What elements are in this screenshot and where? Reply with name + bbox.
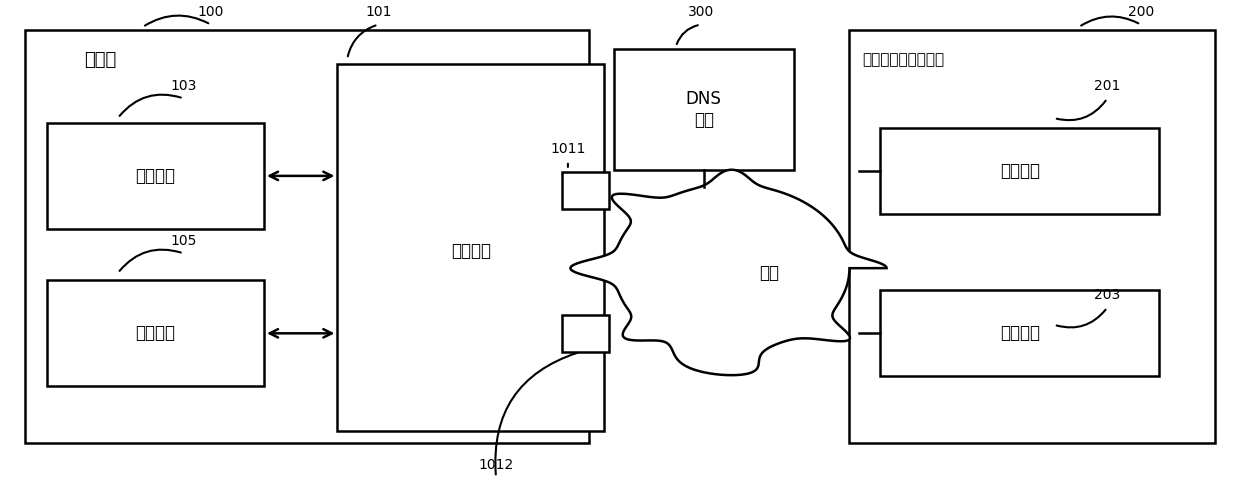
Text: 101: 101 [365,5,392,19]
Bar [849,30,1215,443]
Bar [880,128,1159,214]
Text: 300: 300 [687,5,714,19]
Bar [25,30,589,443]
Text: 公有云: 公有云 [84,51,117,69]
Text: 第一集群: 第一集群 [135,167,176,185]
Text: 管控中心: 管控中心 [451,242,491,260]
Bar [47,280,264,386]
Text: 私有云（自建机房）: 私有云（自建机房） [862,53,944,67]
Bar [614,49,794,170]
Text: 105: 105 [170,234,197,248]
Text: 103: 103 [170,79,197,93]
Bar [337,64,604,430]
Polygon shape [570,170,887,375]
Text: 公网: 公网 [759,264,779,282]
Bar [47,123,264,229]
Bar [562,315,609,352]
Text: 201: 201 [1094,79,1121,93]
Text: 第二集群: 第二集群 [135,324,176,342]
Text: 第三集群: 第三集群 [999,162,1040,180]
Text: 100: 100 [197,5,224,19]
Text: 1012: 1012 [479,458,513,472]
Text: 1011: 1011 [551,142,585,155]
Text: DNS
系统: DNS 系统 [686,90,722,129]
Bar [880,290,1159,376]
Text: 203: 203 [1094,288,1121,302]
Text: 第四集群: 第四集群 [999,324,1040,342]
Text: 200: 200 [1127,5,1154,19]
Bar [562,172,609,209]
